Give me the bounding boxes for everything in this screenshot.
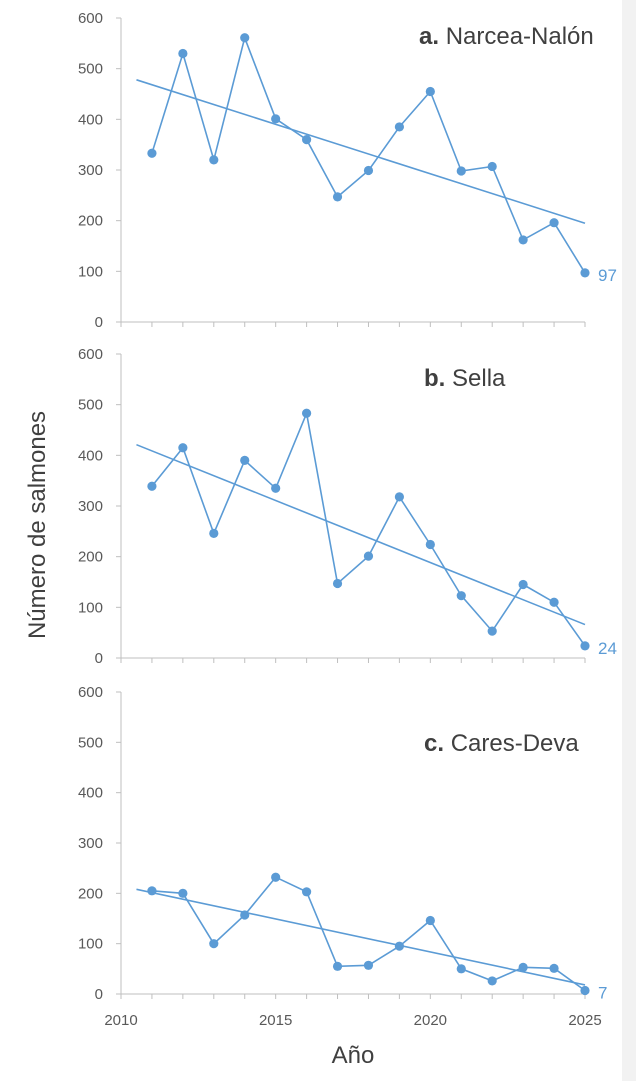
data-point [549, 963, 559, 973]
y-tick-label: 400 [78, 785, 103, 802]
panel-title-text: Sella [452, 365, 506, 392]
y-tick-label: 600 [78, 684, 103, 701]
data-point [209, 155, 219, 165]
data-point [178, 443, 188, 453]
panel-title: c. Cares-Deva [424, 730, 579, 757]
right-edge-strip [622, 0, 636, 1081]
y-tick-label: 100 [78, 936, 103, 953]
y-tick-label: 300 [78, 835, 103, 852]
data-point [487, 626, 497, 636]
trendline [136, 79, 586, 224]
data-point [487, 161, 497, 172]
data-point [456, 591, 466, 601]
data-point [487, 976, 497, 986]
data-point [302, 887, 312, 897]
data-point [302, 135, 312, 145]
data-point [209, 939, 219, 949]
x-tick-label: 2015 [259, 1012, 292, 1029]
data-point [178, 888, 188, 898]
panel-title: a. Narcea-Nalón [419, 23, 594, 50]
data-point [456, 166, 466, 176]
data-point [394, 941, 404, 951]
y-tick-label: 500 [78, 734, 103, 751]
data-point [302, 408, 312, 418]
end-value-label: 97 [598, 266, 617, 285]
data-point [147, 886, 157, 896]
y-tick-label: 300 [78, 162, 103, 179]
data-point [271, 114, 281, 124]
data-point [363, 960, 374, 970]
data-point [147, 148, 157, 158]
data-point [518, 579, 528, 590]
y-tick-label: 0 [95, 650, 103, 667]
y-tick-label: 300 [78, 498, 103, 515]
data-point [425, 539, 435, 550]
x-axis-title: Año [332, 1042, 375, 1069]
data-point [271, 483, 281, 493]
data-point [332, 578, 343, 589]
data-point [240, 910, 250, 920]
data-point [332, 961, 343, 971]
y-tick-label: 200 [78, 885, 103, 902]
data-point [549, 218, 559, 228]
chart-panel-b: 0 100 200 300 400 500 600 24 b. Sella [78, 346, 617, 667]
chart-panel-a: 0 100 200 300 400 500 600 97 a. Narcea-Nalón [78, 10, 617, 331]
data-point [332, 192, 343, 202]
x-tick-label: 2025 [568, 1012, 601, 1029]
y-tick-label: 500 [78, 61, 103, 78]
y-tick-label: 400 [78, 447, 103, 464]
data-point [518, 235, 528, 245]
series-line [151, 876, 586, 992]
data-point [147, 481, 157, 491]
data-point [209, 528, 219, 538]
data-point [240, 33, 250, 43]
data-point [271, 872, 281, 882]
panel-title-text: Cares-Deva [451, 730, 580, 757]
data-point [456, 964, 466, 974]
data-point [178, 48, 188, 59]
y-tick-label: 500 [78, 397, 103, 414]
panel-title-letter: b. [424, 365, 452, 392]
series-line [151, 410, 586, 647]
data-point [240, 455, 250, 465]
y-tick-label: 200 [78, 213, 103, 230]
data-point [518, 962, 528, 972]
x-tick-label: 2020 [414, 1012, 447, 1029]
y-tick-label: 100 [78, 599, 103, 616]
x-tick-label: 2010 [104, 1012, 137, 1029]
data-point [394, 122, 404, 132]
chart-panel-c: 0 100 200 300 400 500 600 2010 2015 2020 2025 7 c. C… [78, 684, 608, 1029]
y-tick-label: 600 [78, 346, 103, 363]
y-tick-label: 0 [95, 986, 103, 1003]
data-point [363, 551, 374, 561]
data-point [425, 915, 435, 926]
data-point [394, 492, 404, 502]
data-point [425, 86, 435, 97]
y-axis-title: Número de salmones [24, 411, 51, 639]
panel-title-letter: a. [419, 23, 446, 50]
data-point [363, 165, 374, 176]
end-value-label: 7 [598, 983, 607, 1002]
y-tick-label: 600 [78, 10, 103, 27]
data-point [580, 641, 590, 651]
data-point [549, 597, 559, 607]
y-tick-label: 200 [78, 549, 103, 566]
end-value-label: 24 [598, 639, 617, 658]
trendline [136, 888, 586, 986]
panel-title-letter: c. [424, 730, 451, 757]
trendline [136, 443, 586, 626]
data-point [580, 985, 590, 996]
data-point [580, 268, 590, 278]
panel-title: b. Sella [424, 365, 506, 392]
panel-title-text: Narcea-Nalón [446, 23, 594, 50]
y-tick-label: 0 [95, 314, 103, 331]
y-tick-label: 400 [78, 111, 103, 128]
y-tick-label: 100 [78, 263, 103, 280]
